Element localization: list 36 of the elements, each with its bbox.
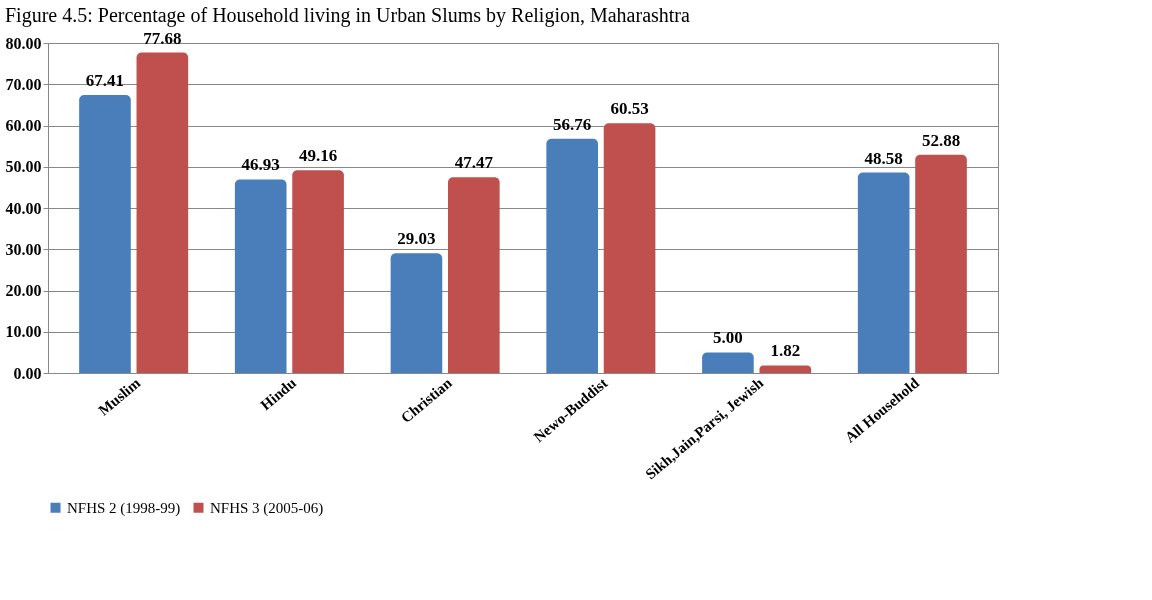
bar: [292, 170, 344, 373]
y-tick-label: 10.00: [5, 323, 42, 341]
y-tick-label: 30.00: [5, 240, 42, 258]
bar: [234, 179, 287, 373]
bar: [136, 52, 189, 373]
y-tick-label: 60.00: [5, 117, 42, 134]
text: 67.41: [85, 70, 125, 90]
y-tick-label: 70.00: [5, 75, 42, 93]
legend-label: NFHS 3 (2005-06): [210, 499, 324, 517]
y-tick-label: 40.00: [5, 199, 42, 217]
y-tick-label: 80.00: [5, 34, 42, 52]
text: 49.16: [298, 146, 338, 166]
legend-label: NFHS 2 (1998-99): [67, 499, 181, 517]
y-tick-label: 0.00: [13, 364, 42, 382]
bar: [546, 138, 598, 373]
text: 29.03: [397, 229, 436, 249]
bar: [759, 365, 812, 373]
bar: [857, 172, 910, 373]
y-tick-label: 20.00: [5, 282, 42, 299]
chart-title: Figure 4.5: Percentage of Household living in Urban Slums by Religion, Maharashtra: [5, 3, 691, 27]
bar: [915, 154, 967, 373]
text: 1.82: [770, 341, 801, 361]
bar: [448, 177, 500, 373]
text: 56.76: [553, 114, 592, 134]
text: 60.53: [610, 99, 649, 119]
bar: [702, 352, 754, 373]
bar: [603, 123, 656, 373]
text: 52.88: [921, 130, 961, 150]
y-tick-label: 50.00: [5, 158, 42, 176]
text: 46.93: [241, 155, 280, 175]
bar: [390, 253, 443, 373]
text: 47.47: [454, 153, 493, 173]
bar: [79, 94, 131, 373]
text: 77.68: [143, 28, 182, 48]
text: 5.00: [713, 328, 743, 348]
text: 48.58: [864, 148, 903, 168]
